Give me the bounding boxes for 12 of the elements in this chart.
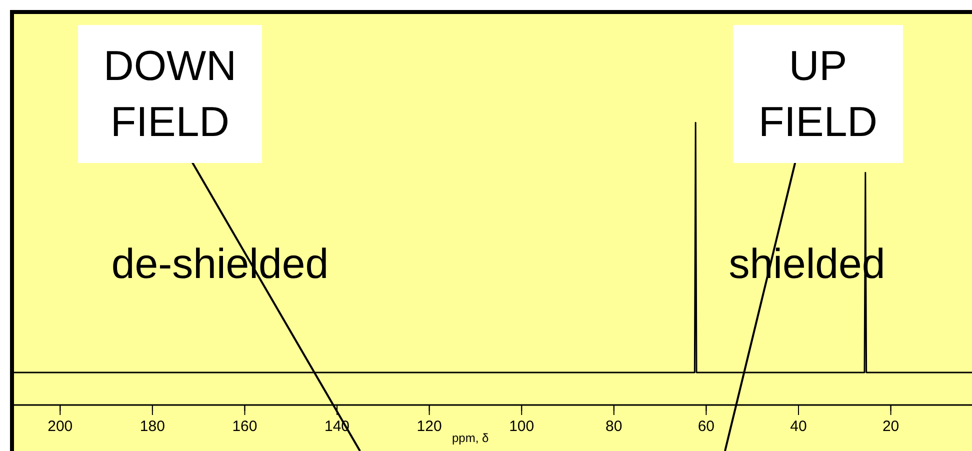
x-tick-label: 180	[140, 418, 165, 435]
x-tick-label: 120	[416, 418, 442, 435]
x-axis-title: ppm, δ	[452, 431, 489, 445]
x-tick-label: 160	[232, 418, 258, 435]
x-tick-label: 80	[606, 418, 622, 435]
x-tick-label: 20	[882, 418, 900, 435]
annotation: DOWN FIELD	[102, 41, 238, 147]
x-tick-label: 200	[48, 418, 73, 435]
annotation: UP FIELD	[757, 41, 879, 147]
x-tick-label: 40	[790, 418, 807, 435]
x-tick-label: 100	[509, 418, 534, 435]
x-tick-label: 60	[698, 418, 715, 435]
